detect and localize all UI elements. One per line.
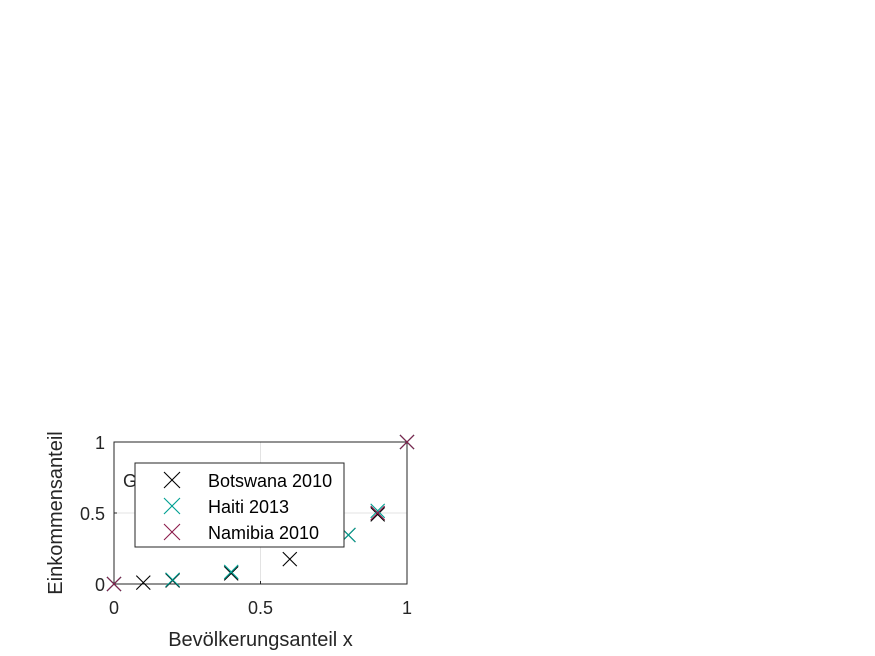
data-point [163,497,181,515]
data-point [370,507,386,522]
legend-label: Namibia 2010 [208,523,319,543]
data-points [106,434,415,592]
data-point [223,564,239,580]
legend-item: Haiti 2013 [163,497,289,517]
x-tick-label: 1 [402,598,412,618]
data-point [399,434,415,450]
y-tick-label: 0 [95,575,105,595]
data-point [223,565,239,581]
data-point [282,551,298,567]
legend-box [134,462,345,548]
legend-label: Botswana 2010 [208,471,332,491]
y-tick-label: 1 [95,433,105,453]
data-point [106,576,122,592]
legend-label: Haiti 2013 [208,497,289,517]
data-point [370,503,386,519]
data-point [163,471,181,489]
data-point [370,505,386,521]
axis-ticks: 0 0.5 1 0 0.5 1 [80,433,412,618]
data-point [135,575,151,590]
x-tick-label: 0 [109,598,119,618]
y-axis-label: Einkommensanteil [45,431,67,594]
data-point [165,572,180,588]
chart-annotation: G [123,471,137,491]
x-tick-label: 0.5 [248,598,273,618]
legend-item: Namibia 2010 [163,523,319,543]
y-tick-label: 0.5 [80,504,105,524]
legend-item: Botswana 2010 [163,471,332,491]
data-point [163,523,181,541]
legend: Botswana 2010 Haiti 2013 Namibia 2010 [134,462,345,548]
x-axis-label: Bevölkerungsanteil x [168,629,353,651]
